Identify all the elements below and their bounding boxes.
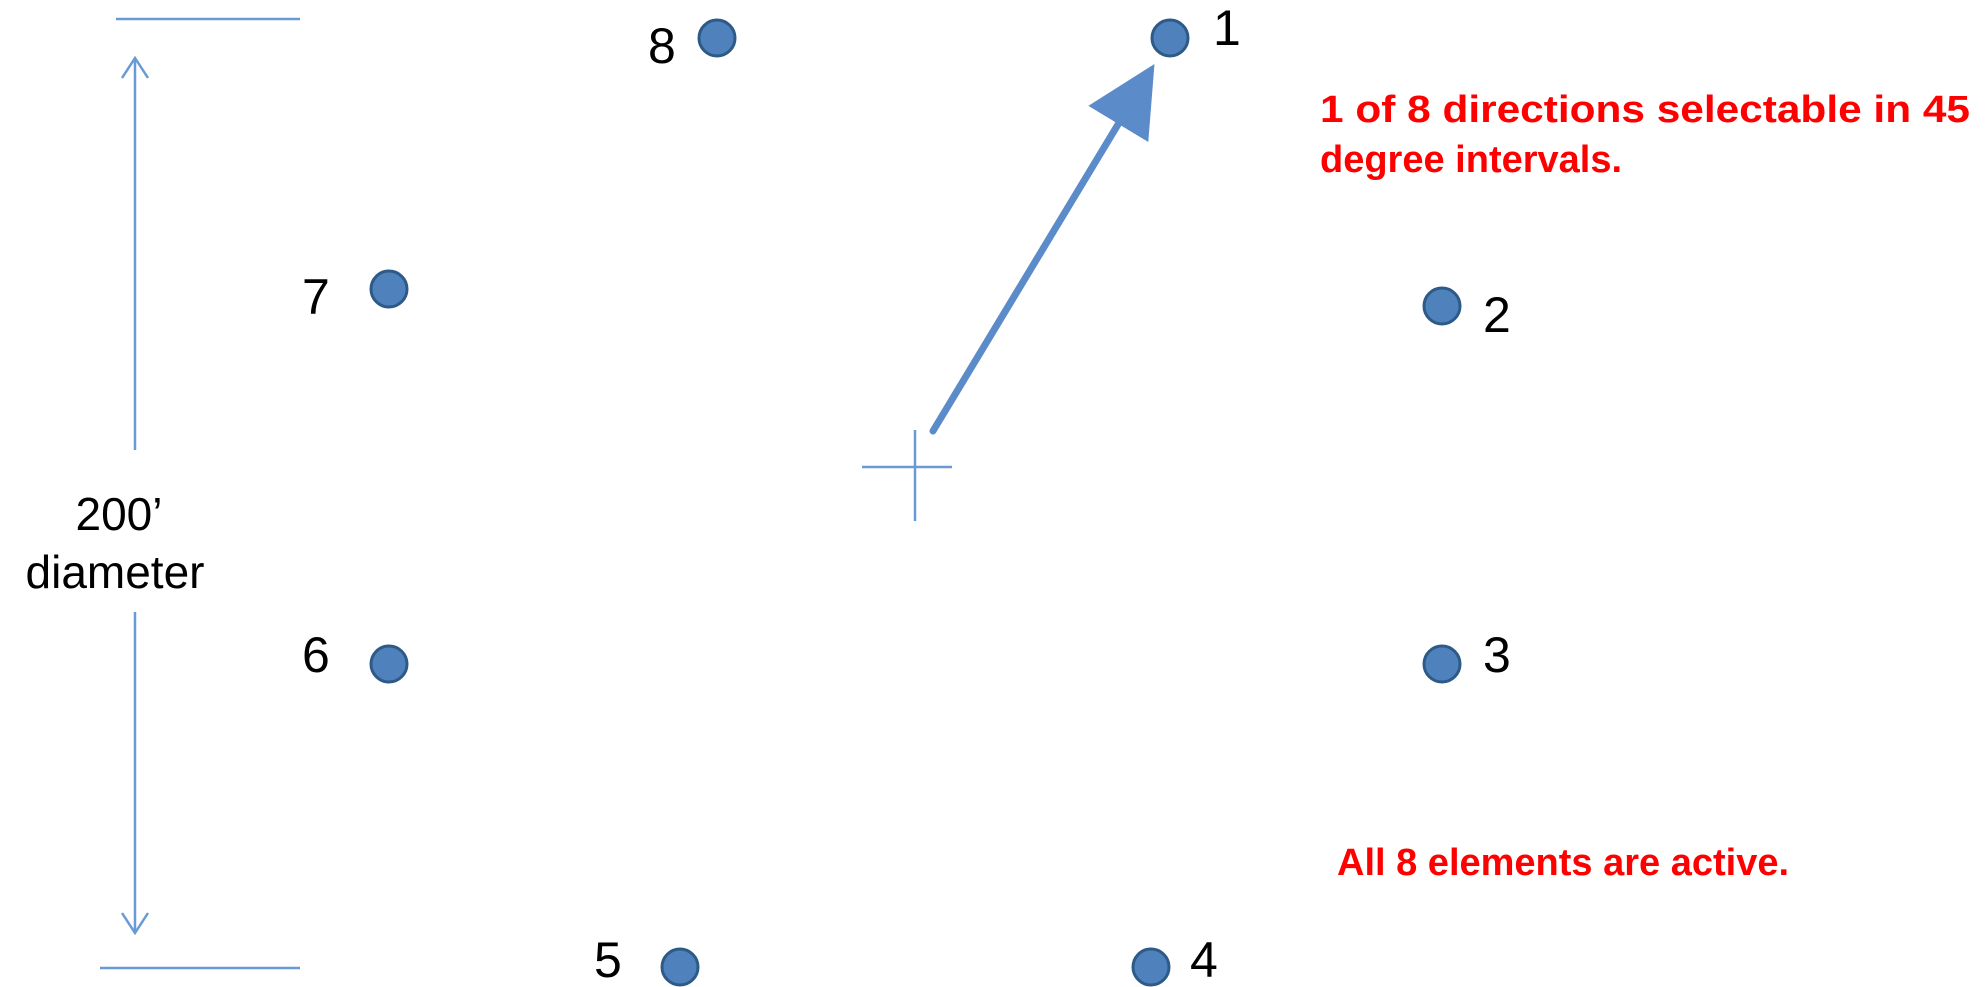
diameter-dimension: 200’ diameter: [26, 17, 300, 970]
dimension-value: 200’: [76, 488, 163, 540]
dimension-upper-arrowhead: [120, 55, 150, 79]
element-6: 6: [302, 627, 409, 684]
directions-note-line2: degree intervals.: [1320, 139, 1622, 181]
element-node: [660, 947, 700, 987]
element-8: 8: [648, 18, 737, 74]
element-node: [697, 18, 737, 58]
element-node: [1150, 18, 1190, 58]
element-label: 8: [648, 18, 676, 74]
element-label: 2: [1483, 287, 1511, 343]
element-5: 5: [594, 932, 700, 987]
element-node: [369, 269, 409, 309]
center-crosshair: [862, 430, 952, 521]
element-node: [1422, 644, 1462, 684]
element-3: 3: [1422, 627, 1511, 684]
element-label: 7: [302, 269, 330, 325]
element-label: 4: [1190, 932, 1218, 987]
active-elements-note: All 8 elements are active.: [1337, 842, 1789, 884]
element-7: 7: [302, 269, 409, 325]
element-label: 6: [302, 627, 330, 683]
element-4: 4: [1131, 932, 1218, 987]
element-1: 1: [1150, 0, 1241, 58]
element-node: [369, 644, 409, 684]
element-node: [1422, 286, 1462, 326]
element-label: 3: [1483, 627, 1511, 683]
element-label: 5: [594, 932, 622, 987]
directions-note-line1: 1 of 8 directions selectable in 45: [1320, 89, 1970, 131]
direction-arrow: [929, 64, 1155, 435]
element-node: [1131, 947, 1171, 987]
dimension-lower-arrowhead: [120, 912, 150, 936]
element-2: 2: [1422, 286, 1511, 343]
element-label: 1: [1213, 0, 1241, 56]
dimension-unit-label: diameter: [26, 546, 205, 598]
